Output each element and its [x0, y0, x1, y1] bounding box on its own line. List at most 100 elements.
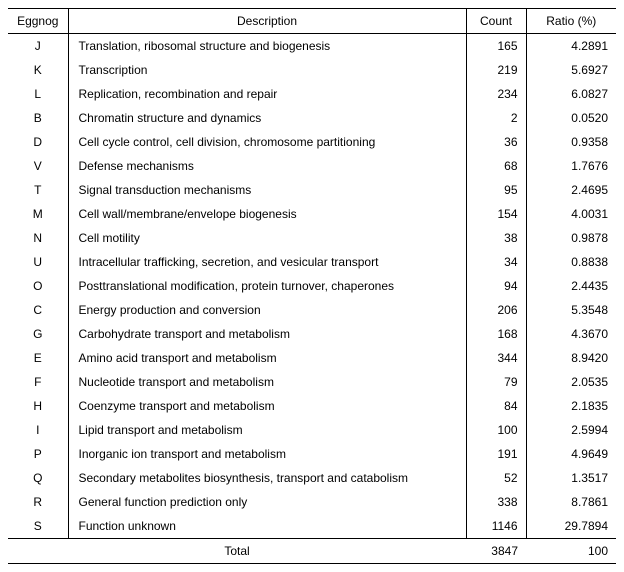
table-row: HCoenzyme transport and metabolism842.18… — [8, 394, 616, 418]
cell-count: 79 — [466, 370, 526, 394]
cell-count: 34 — [466, 250, 526, 274]
cell-description: Nucleotide transport and metabolism — [68, 370, 466, 394]
col-header-description: Description — [68, 9, 466, 34]
table-row: DCell cycle control, cell division, chro… — [8, 130, 616, 154]
cell-ratio: 5.6927 — [526, 58, 616, 82]
table-row: ILipid transport and metabolism1002.5994 — [8, 418, 616, 442]
cell-description: Signal transduction mechanisms — [68, 178, 466, 202]
cell-eggnog: T — [8, 178, 68, 202]
cell-count: 165 — [466, 34, 526, 59]
total-ratio: 100 — [526, 539, 616, 564]
cell-count: 2 — [466, 106, 526, 130]
table-row: PInorganic ion transport and metabolism1… — [8, 442, 616, 466]
cell-eggnog: F — [8, 370, 68, 394]
cell-eggnog: P — [8, 442, 68, 466]
table-row: BChromatin structure and dynamics20.0520 — [8, 106, 616, 130]
cell-ratio: 5.3548 — [526, 298, 616, 322]
table-row: OPosttranslational modification, protein… — [8, 274, 616, 298]
cell-description: Intracellular trafficking, secretion, an… — [68, 250, 466, 274]
table-row: MCell wall/membrane/envelope biogenesis1… — [8, 202, 616, 226]
table-row: LReplication, recombination and repair23… — [8, 82, 616, 106]
cell-ratio: 2.4695 — [526, 178, 616, 202]
col-header-ratio: Ratio (%) — [526, 9, 616, 34]
cell-count: 191 — [466, 442, 526, 466]
cell-description: Defense mechanisms — [68, 154, 466, 178]
cell-description: Secondary metabolites biosynthesis, tran… — [68, 466, 466, 490]
cell-eggnog: B — [8, 106, 68, 130]
cell-description: Amino acid transport and metabolism — [68, 346, 466, 370]
cell-eggnog: J — [8, 34, 68, 59]
cell-ratio: 0.0520 — [526, 106, 616, 130]
cell-description: Posttranslational modification, protein … — [68, 274, 466, 298]
cell-eggnog: I — [8, 418, 68, 442]
cell-ratio: 4.9649 — [526, 442, 616, 466]
cell-description: Replication, recombination and repair — [68, 82, 466, 106]
col-header-count: Count — [466, 9, 526, 34]
table-row: CEnergy production and conversion2065.35… — [8, 298, 616, 322]
table-row: SFunction unknown114629.7894 — [8, 514, 616, 539]
cell-description: Coenzyme transport and metabolism — [68, 394, 466, 418]
cell-ratio: 4.2891 — [526, 34, 616, 59]
col-header-eggnog: Eggnog — [8, 9, 68, 34]
cell-eggnog: E — [8, 346, 68, 370]
cell-eggnog: U — [8, 250, 68, 274]
cell-ratio: 0.8838 — [526, 250, 616, 274]
table-row: UIntracellular trafficking, secretion, a… — [8, 250, 616, 274]
cell-count: 68 — [466, 154, 526, 178]
table-total-row: Total 3847 100 — [8, 539, 616, 564]
table-row: FNucleotide transport and metabolism792.… — [8, 370, 616, 394]
cell-description: Cell wall/membrane/envelope biogenesis — [68, 202, 466, 226]
cell-count: 206 — [466, 298, 526, 322]
cell-count: 338 — [466, 490, 526, 514]
cell-count: 344 — [466, 346, 526, 370]
cell-ratio: 1.7676 — [526, 154, 616, 178]
cell-description: Cell motility — [68, 226, 466, 250]
cell-description: Transcription — [68, 58, 466, 82]
cell-ratio: 0.9358 — [526, 130, 616, 154]
table-row: VDefense mechanisms681.7676 — [8, 154, 616, 178]
cell-count: 52 — [466, 466, 526, 490]
cell-eggnog: C — [8, 298, 68, 322]
cell-description: Inorganic ion transport and metabolism — [68, 442, 466, 466]
cell-count: 84 — [466, 394, 526, 418]
cell-ratio: 4.0031 — [526, 202, 616, 226]
table-row: NCell motility380.9878 — [8, 226, 616, 250]
cell-description: Function unknown — [68, 514, 466, 539]
cell-eggnog: N — [8, 226, 68, 250]
table-row: TSignal transduction mechanisms952.4695 — [8, 178, 616, 202]
cell-ratio: 0.9878 — [526, 226, 616, 250]
cell-count: 1146 — [466, 514, 526, 539]
table-row: KTranscription2195.6927 — [8, 58, 616, 82]
cell-ratio: 2.4435 — [526, 274, 616, 298]
cell-ratio: 2.5994 — [526, 418, 616, 442]
total-count: 3847 — [466, 539, 526, 564]
cell-ratio: 1.3517 — [526, 466, 616, 490]
table-row: JTranslation, ribosomal structure and bi… — [8, 34, 616, 59]
total-label: Total — [8, 539, 466, 564]
cell-ratio: 6.0827 — [526, 82, 616, 106]
cell-count: 36 — [466, 130, 526, 154]
cell-ratio: 2.0535 — [526, 370, 616, 394]
cell-count: 168 — [466, 322, 526, 346]
cell-description: Energy production and conversion — [68, 298, 466, 322]
cell-description: Cell cycle control, cell division, chrom… — [68, 130, 466, 154]
table-header-row: Eggnog Description Count Ratio (%) — [8, 9, 616, 34]
cell-description: Translation, ribosomal structure and bio… — [68, 34, 466, 59]
cell-count: 38 — [466, 226, 526, 250]
cell-eggnog: R — [8, 490, 68, 514]
cell-eggnog: K — [8, 58, 68, 82]
cell-description: Lipid transport and metabolism — [68, 418, 466, 442]
cell-count: 94 — [466, 274, 526, 298]
cell-count: 219 — [466, 58, 526, 82]
cell-eggnog: G — [8, 322, 68, 346]
cell-eggnog: H — [8, 394, 68, 418]
table-row: EAmino acid transport and metabolism3448… — [8, 346, 616, 370]
cell-eggnog: S — [8, 514, 68, 539]
table-body: JTranslation, ribosomal structure and bi… — [8, 34, 616, 539]
cell-ratio: 8.9420 — [526, 346, 616, 370]
cell-eggnog: Q — [8, 466, 68, 490]
cell-eggnog: L — [8, 82, 68, 106]
cell-eggnog: O — [8, 274, 68, 298]
cell-count: 154 — [466, 202, 526, 226]
cell-eggnog: V — [8, 154, 68, 178]
